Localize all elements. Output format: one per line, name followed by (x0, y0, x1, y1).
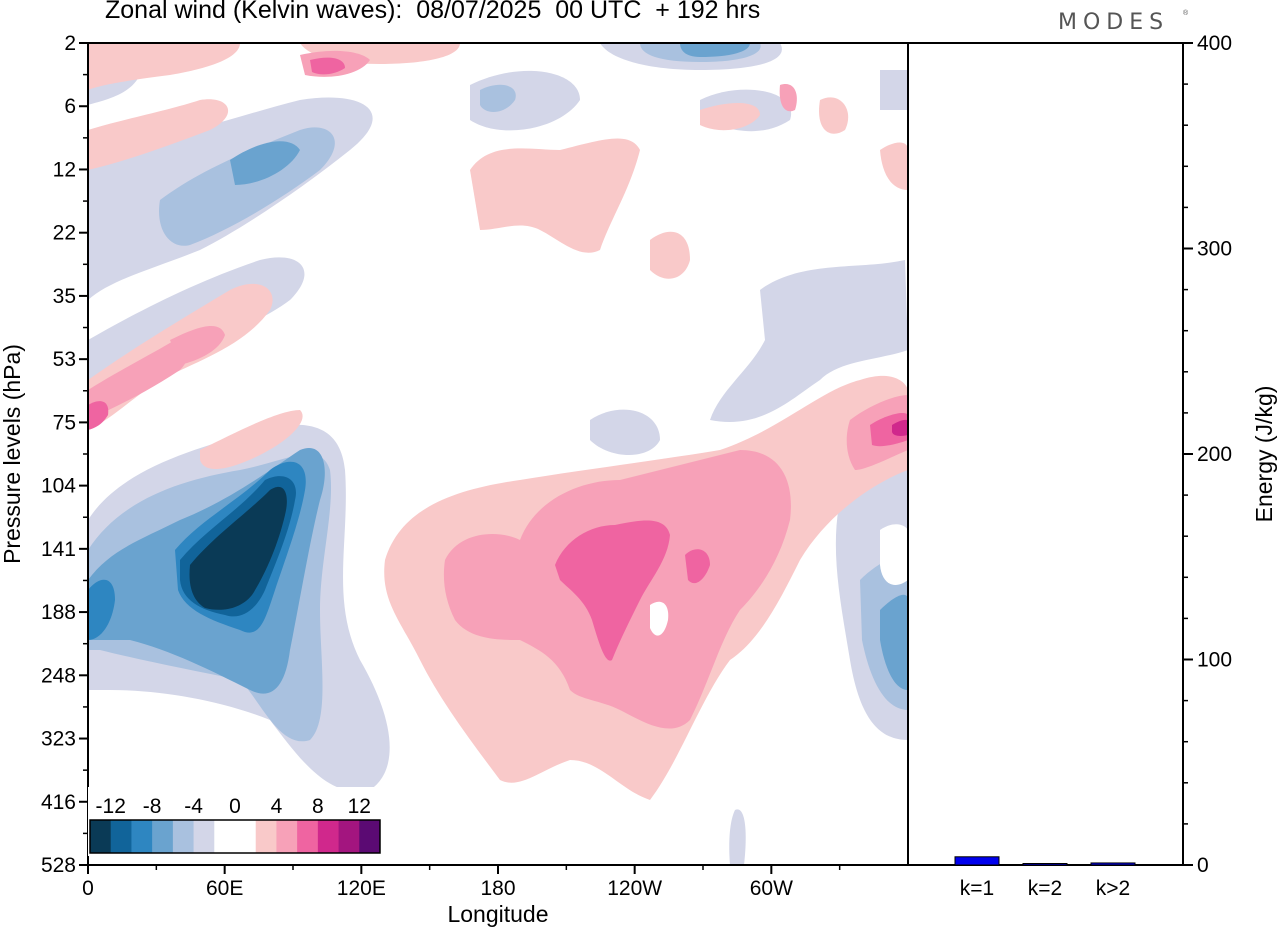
y-tick-label: 22 (53, 222, 76, 245)
y-tick-label: 528 (41, 854, 76, 877)
colorbar-swatch (110, 820, 132, 853)
contour-zero-holes (650, 524, 908, 636)
energy-axis: 0 100 200 300 400 (1183, 32, 1232, 877)
colorbar: -12 -8 -4 0 4 8 12 (88, 787, 382, 856)
energy-category-label: k=1 (960, 877, 994, 900)
colorbar-swatch (214, 820, 236, 853)
y-tick-label: 323 (41, 728, 76, 751)
x-tick-label: 120W (607, 877, 662, 900)
energy-bar (954, 856, 1000, 866)
x-tick-label: 0 (82, 877, 94, 900)
colorbar-swatch (338, 820, 360, 853)
colorbar-swatch (90, 820, 112, 853)
energy-bars (954, 856, 1136, 866)
contour-level-pos8 (892, 419, 908, 436)
colorbar-label: 0 (229, 795, 241, 818)
energy-tick-label: 400 (1197, 32, 1232, 55)
colorbar-label: -4 (184, 795, 203, 818)
colorbar-swatch (152, 820, 174, 853)
energy-bar (1090, 862, 1136, 866)
x-tick-label: 60W (750, 877, 793, 900)
energy-category-label: k>2 (1096, 877, 1130, 900)
brand-registered-mark: ® (1183, 10, 1189, 17)
energy-category-label: k=2 (1028, 877, 1062, 900)
x-tick-label: 120E (337, 877, 386, 900)
y-tick-label: 248 (41, 664, 76, 687)
colorbar-label: -12 (96, 795, 126, 818)
colorbar-swatch (297, 820, 319, 853)
y-axis-label: Pressure levels (hPa) (0, 344, 25, 564)
x-axis-label: Longitude (447, 901, 548, 927)
y-tick-label: 12 (53, 158, 76, 181)
energy-tick-label: 300 (1197, 238, 1232, 261)
y-tick-label: 6 (64, 95, 76, 118)
y-tick-label: 53 (53, 348, 76, 371)
colorbar-swatch (276, 820, 298, 853)
y-tick-label: 188 (41, 601, 76, 624)
colorbar-label: 4 (271, 795, 283, 818)
y-tick-label: 104 (41, 475, 76, 498)
colorbar-swatch (131, 820, 153, 853)
energy-categories: k=1 k=2 k>2 (960, 877, 1130, 900)
colorbar-label: -8 (143, 795, 162, 818)
energy-tick-label: 0 (1197, 854, 1209, 877)
y-tick-label: 141 (41, 538, 76, 561)
colorbar-label: 8 (312, 795, 324, 818)
colorbar-swatch (317, 820, 340, 853)
colorbar-swatch (193, 820, 215, 853)
energy-bar (1022, 863, 1068, 866)
y-tick-label: 2 (64, 32, 76, 55)
x-tick-label: 180 (480, 877, 515, 900)
contour-level-pos6 (88, 57, 908, 661)
colorbar-swatch (172, 820, 195, 853)
energy-tick-label: 200 (1197, 443, 1232, 466)
chart-title: Zonal wind (Kelvin waves): 08/07/2025 00… (105, 0, 761, 24)
colorbar-swatch (235, 820, 257, 853)
energy-axis-label: Energy (J/kg) (1251, 386, 1277, 523)
y-tick-label: 75 (53, 411, 76, 434)
y-tick-label: 35 (53, 285, 76, 308)
colorbar-swatch (359, 820, 381, 853)
longitude-axis: 0 60E 120E 180 120W 60W (82, 865, 841, 900)
brand-logo: MODES (1058, 10, 1170, 35)
y-tick-label: 416 (41, 791, 76, 814)
energy-tick-label: 100 (1197, 649, 1232, 672)
energy-bar-chart: 0 100 200 300 400 k=1 k=2 k>2 Energy (J/kg) (907, 32, 1277, 900)
contour-level-neg12 (189, 486, 287, 610)
colorbar-swatch (255, 820, 277, 853)
wind-contour-field (88, 43, 908, 865)
energy-plot-frame (907, 42, 1184, 866)
colorbar-label: 12 (348, 795, 371, 818)
pressure-axis: 2 6 12 22 35 53 75 104 141 188 248 323 416 528 (41, 32, 88, 877)
x-tick-label: 60E (206, 877, 243, 900)
colorbar-frame (89, 819, 381, 854)
